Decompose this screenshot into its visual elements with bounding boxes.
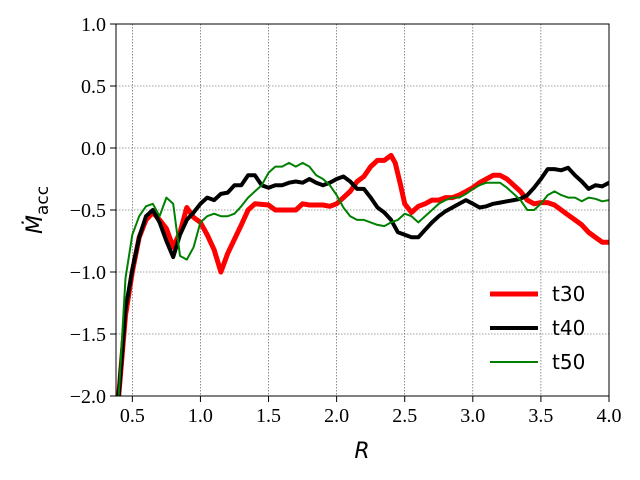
- y-axis-label: Ṁacc: [22, 186, 53, 234]
- x-tick-label: 3.0: [460, 405, 485, 427]
- y-axis-label-main: Ṁ: [22, 215, 48, 234]
- x-axis-label: R: [354, 439, 369, 464]
- y-tick-label: 1.0: [81, 14, 106, 36]
- y-tick-label: −1.0: [70, 262, 106, 284]
- y-tick-label: −2.0: [70, 386, 106, 408]
- x-tick-label: 4.0: [597, 405, 622, 427]
- legend-label-t40: t40: [552, 316, 585, 340]
- axis-ticks: 0.5 1.0 1.5 2.0 2.5 3.0 3.5 4.0 −2.0 −1.5 −1.0 −0.5…: [70, 14, 622, 427]
- series-line-t30: [116, 152, 609, 396]
- x-tick-label: 2.0: [324, 405, 349, 427]
- x-tick-label: 1.0: [188, 405, 213, 427]
- y-tick-label: −1.5: [70, 324, 106, 346]
- legend-label-t30: t30: [552, 282, 585, 306]
- series-line-t40: [116, 165, 609, 396]
- y-tick-label: 0.0: [81, 138, 106, 160]
- svg-text:Ṁacc: Ṁacc: [22, 186, 53, 234]
- x-tick-label: 2.5: [392, 405, 417, 427]
- legend: t30 t40 t50: [490, 282, 585, 374]
- y-tick-label: −0.5: [70, 200, 106, 222]
- data-series: [116, 152, 609, 396]
- x-tick-label: 3.5: [528, 405, 553, 427]
- series-line-t50: [117, 161, 609, 396]
- x-tick-label: 0.5: [120, 405, 145, 427]
- x-tick-label: 1.5: [256, 405, 281, 427]
- y-axis-label-sub: acc: [33, 186, 53, 215]
- y-tick-label: 0.5: [81, 76, 106, 98]
- legend-label-t50: t50: [552, 350, 585, 374]
